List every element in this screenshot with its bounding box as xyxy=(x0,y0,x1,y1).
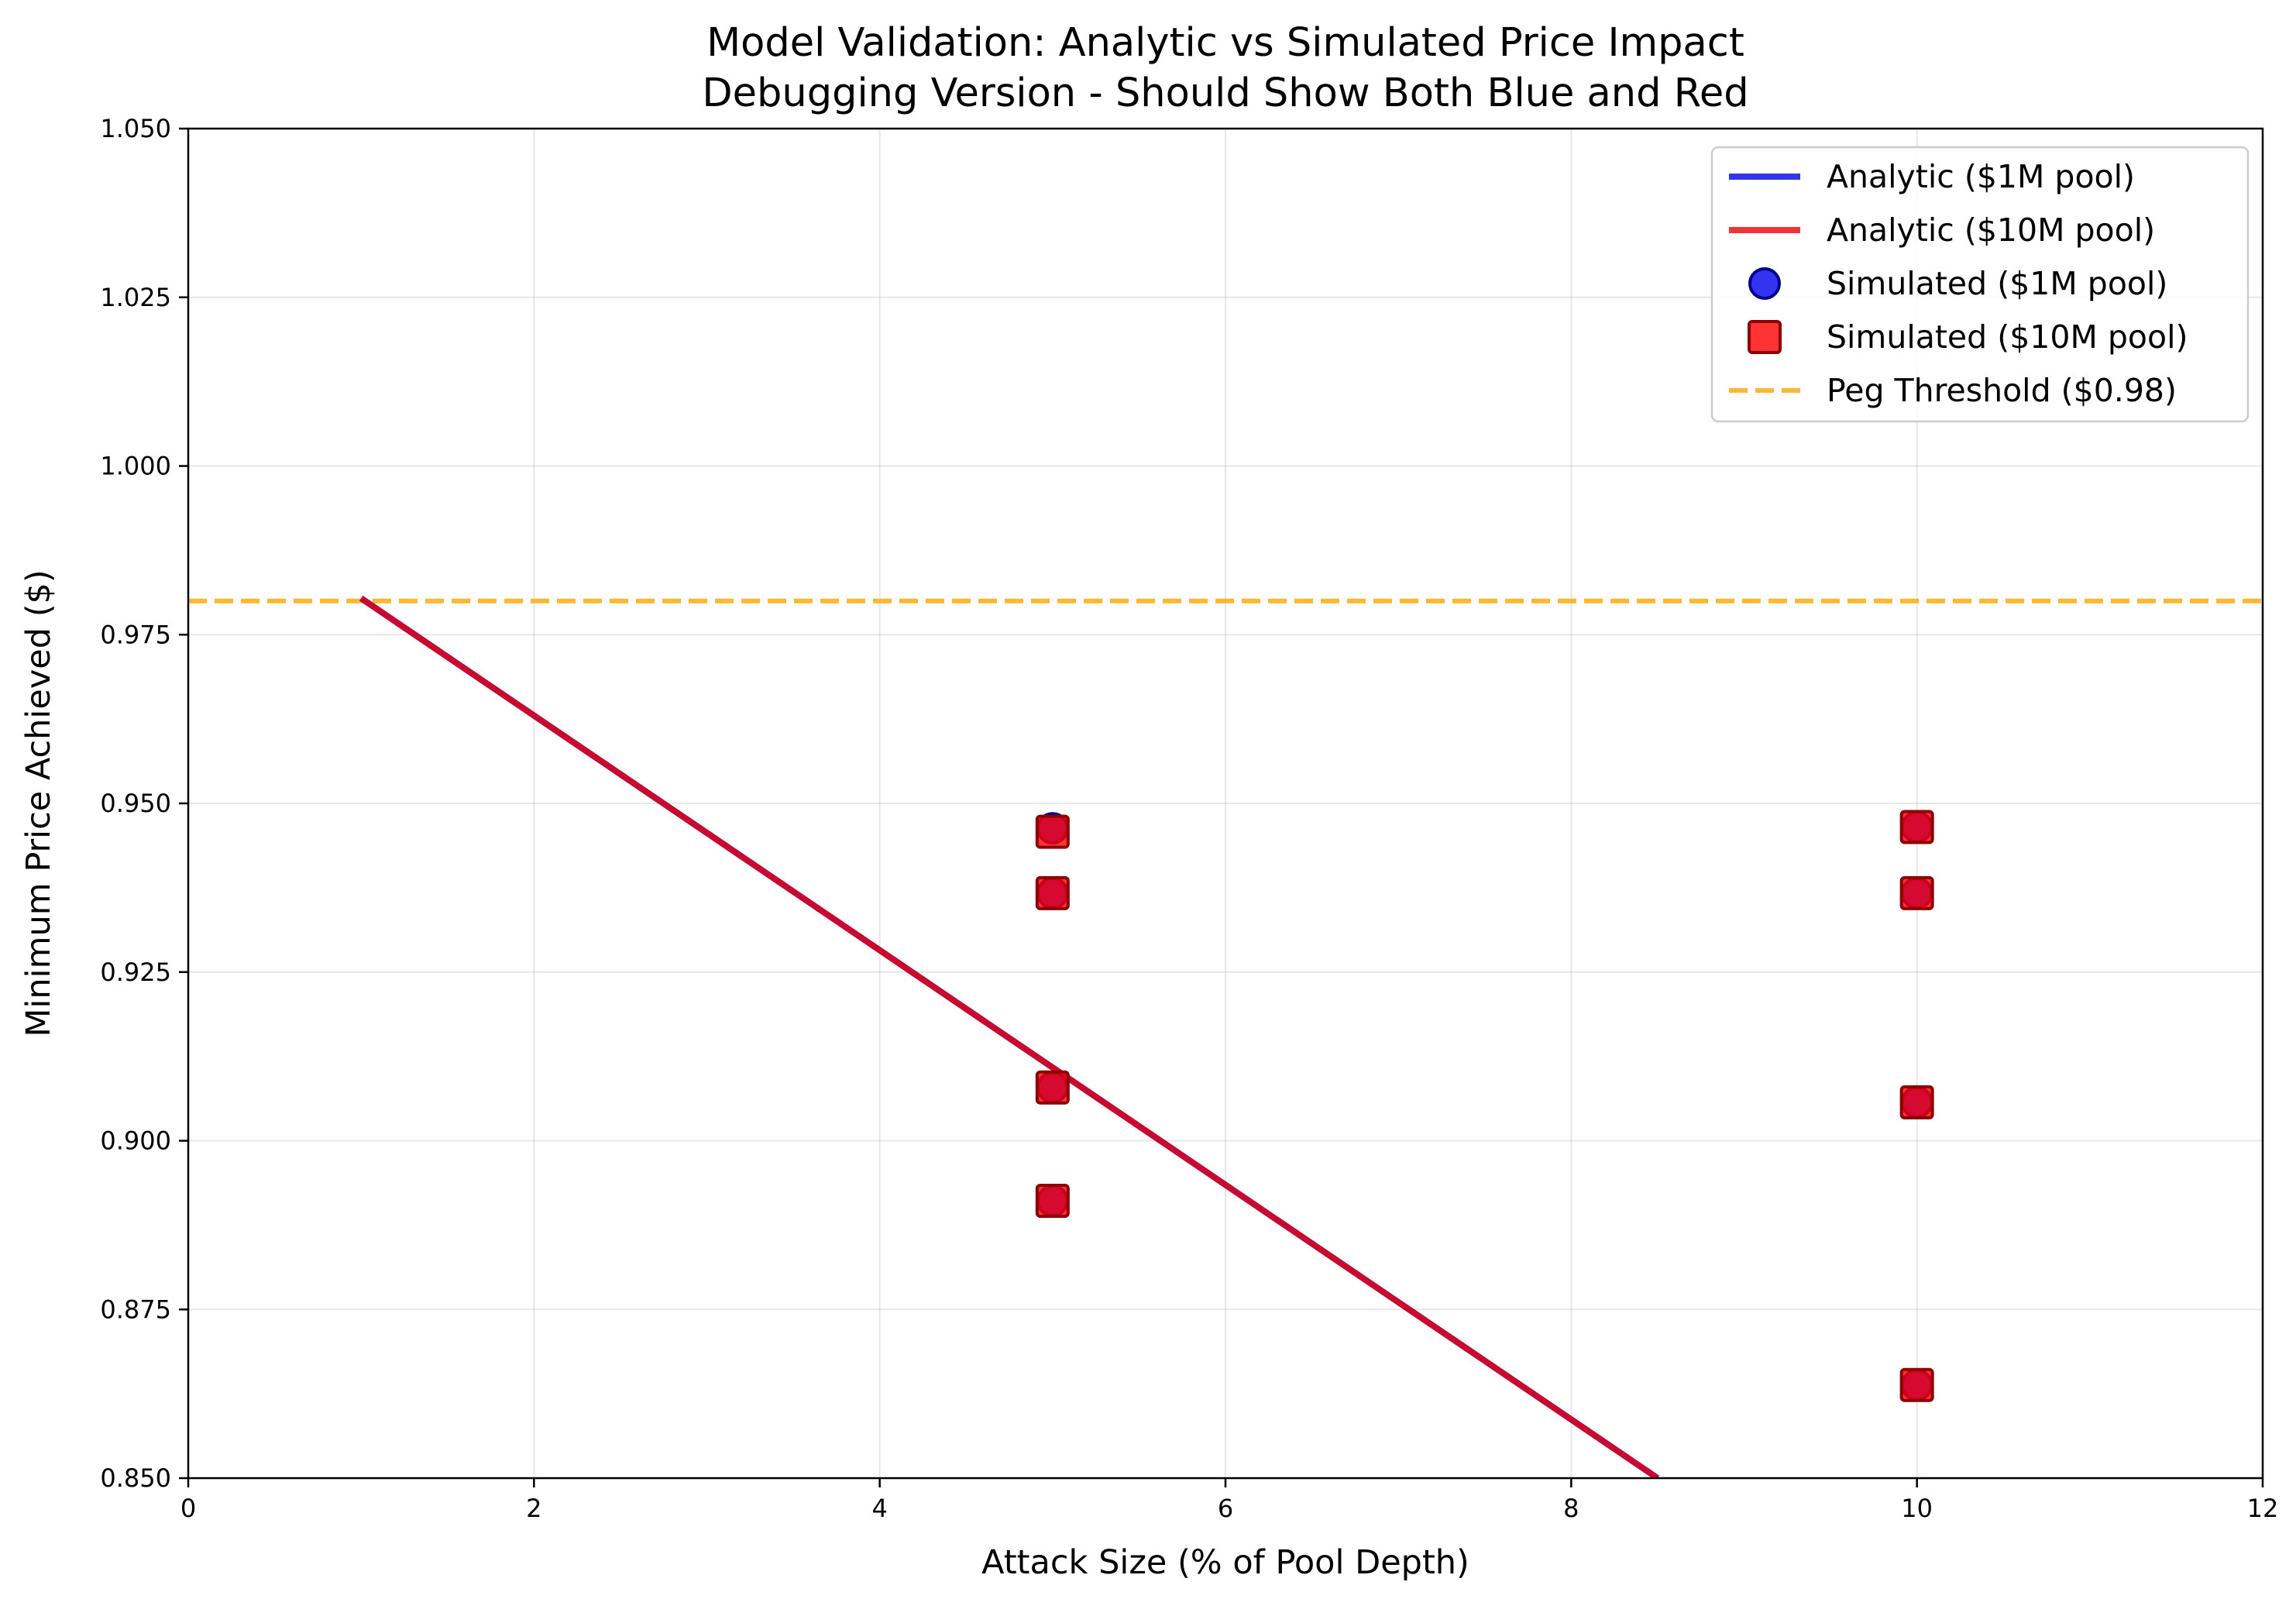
legend-frame xyxy=(1710,146,2250,423)
chart-title: Model Validation: Analytic vs Simulated … xyxy=(706,20,1744,66)
x-tick-label: 4 xyxy=(871,1494,887,1523)
simulated-10m-point xyxy=(1899,810,1934,844)
y-axis-label: Minimum Price Achieved ($) xyxy=(19,569,58,1037)
legend-label: Analytic ($1M pool) xyxy=(1827,158,2135,195)
legend-label: Simulated ($10M pool) xyxy=(1827,318,2188,356)
x-tick-label: 10 xyxy=(1901,1494,1933,1523)
y-tick-label: 0.850 xyxy=(100,1463,171,1493)
simulated-10m-point xyxy=(1035,1184,1070,1219)
simulated-10m-point xyxy=(1899,875,1934,910)
y-tick-label: 0.925 xyxy=(100,958,171,987)
simulated-10m-point xyxy=(1035,814,1070,849)
simulated-10m-point xyxy=(1899,1085,1934,1119)
y-tick-label: 1.050 xyxy=(100,114,171,143)
x-tick-label: 6 xyxy=(1218,1494,1233,1523)
x-axis: 0 2 4 6 8 10 12 xyxy=(180,1478,2279,1523)
x-tick-label: 0 xyxy=(180,1494,196,1523)
chart-subtitle: Debugging Version - Should Show Both Blu… xyxy=(702,70,1748,116)
x-axis-label: Attack Size (% of Pool Depth) xyxy=(981,1543,1469,1582)
x-tick-label: 12 xyxy=(2247,1494,2279,1523)
y-tick-label: 1.000 xyxy=(100,452,171,481)
y-axis: 0.850 0.875 0.900 0.925 0.950 0.975 1.000 1.025… xyxy=(100,114,188,1493)
y-tick-label: 0.875 xyxy=(100,1295,171,1324)
legend-handle-square xyxy=(1748,320,1782,354)
analytic-10m-line xyxy=(359,595,1660,1478)
legend-label: Analytic ($10M pool) xyxy=(1827,211,2155,249)
simulated-10m-point xyxy=(1899,1367,1934,1402)
series-layer xyxy=(188,595,2263,1478)
legend: Analytic ($1M pool) Analytic ($10M pool) S… xyxy=(1710,146,2250,423)
simulated-10m-point xyxy=(1035,875,1070,910)
y-tick-label: 0.900 xyxy=(100,1126,171,1156)
y-tick-label: 0.950 xyxy=(100,789,171,818)
x-tick-label: 2 xyxy=(526,1494,541,1523)
simulated-10m-point xyxy=(1035,1070,1070,1105)
y-tick-label: 0.975 xyxy=(100,620,171,649)
legend-label: Peg Threshold ($0.98) xyxy=(1827,372,2177,409)
x-tick-label: 8 xyxy=(1563,1494,1579,1523)
y-tick-label: 1.025 xyxy=(100,283,171,312)
legend-label: Simulated ($1M pool) xyxy=(1827,265,2167,302)
legend-handle-circle xyxy=(1748,267,1781,300)
